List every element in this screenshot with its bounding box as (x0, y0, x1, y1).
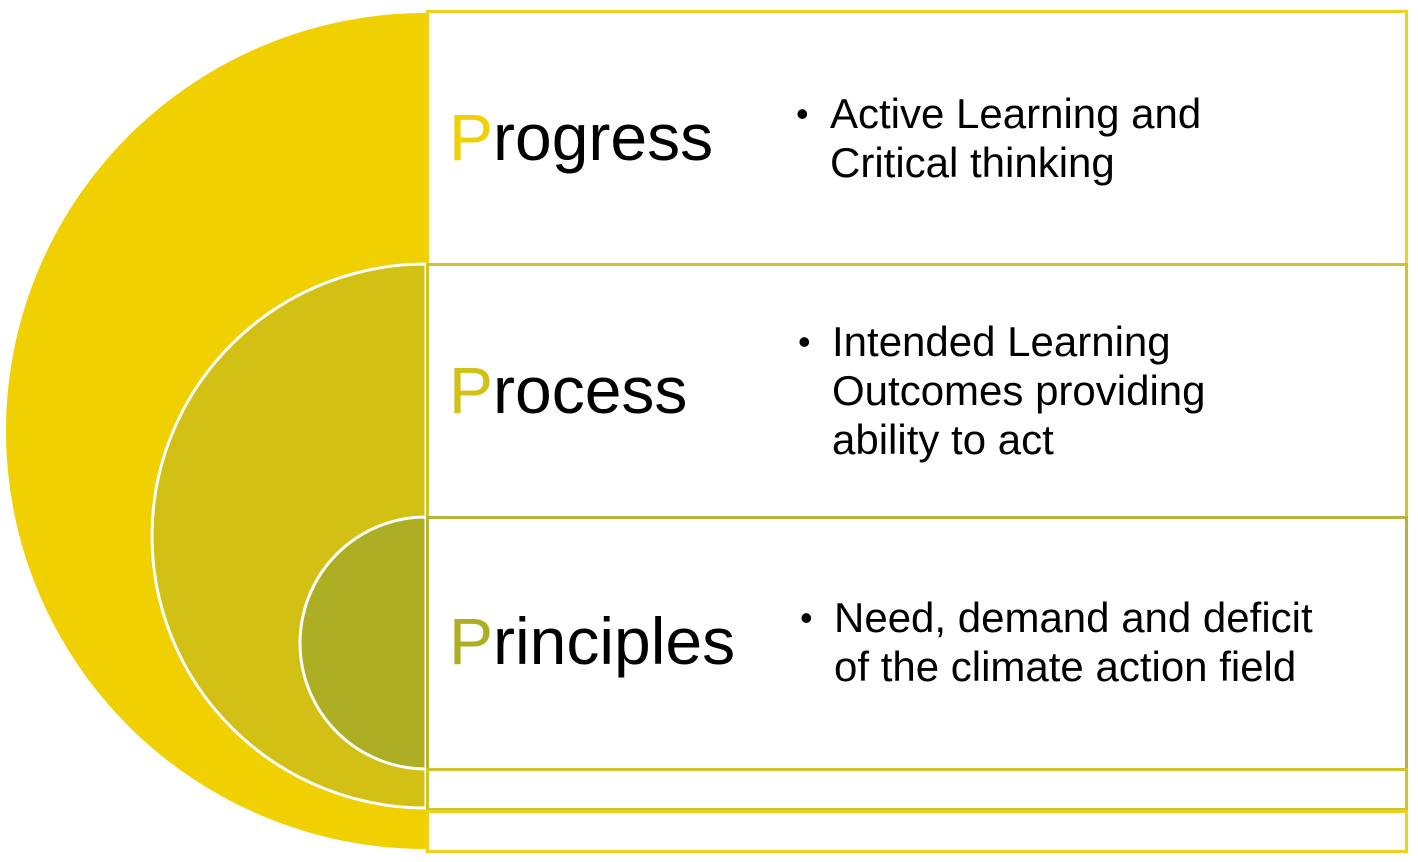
bullet-line: Critical thinking (830, 139, 1115, 186)
title-initial: P (449, 100, 494, 174)
bullet-line: of the climate action field (834, 643, 1297, 690)
bullet-principles: • Need, demand and deficit of the climat… (800, 593, 1313, 691)
row-box-principles (426, 516, 1408, 771)
bullet-dot: • (800, 597, 813, 638)
bullet-line: ability to act (832, 416, 1054, 463)
title-initial: P (449, 353, 494, 427)
bullet-text: Need, demand and deficit of the climate … (834, 593, 1313, 691)
bullet-dot: • (796, 93, 809, 134)
bullet-line: Intended Learning (832, 318, 1171, 365)
bullet-line: Need, demand and deficit (834, 594, 1313, 641)
row-box-process (426, 263, 1408, 519)
bullet-line: Active Learning and (830, 90, 1202, 137)
bullet-line: Outcomes providing (832, 367, 1206, 414)
title-rest: rogress (493, 100, 714, 174)
title-progress: Progress (449, 104, 713, 170)
row-strip-outer (426, 810, 1408, 853)
bullet-text: Active Learning and Critical thinking (830, 89, 1201, 187)
bullet-process: • Intended Learning Outcomes providing a… (798, 317, 1206, 464)
bullet-text: Intended Learning Outcomes providing abi… (832, 317, 1206, 464)
title-initial: P (449, 604, 494, 678)
title-rest: rinciples (493, 604, 736, 678)
title-rest: rocess (493, 353, 688, 427)
title-principles: Principles (449, 608, 735, 674)
bullet-progress: • Active Learning and Critical thinking (796, 89, 1201, 187)
bullet-dot: • (798, 321, 811, 362)
row-strip-middle (426, 768, 1408, 811)
title-process: Process (449, 357, 687, 423)
inner-arc (298, 515, 428, 771)
